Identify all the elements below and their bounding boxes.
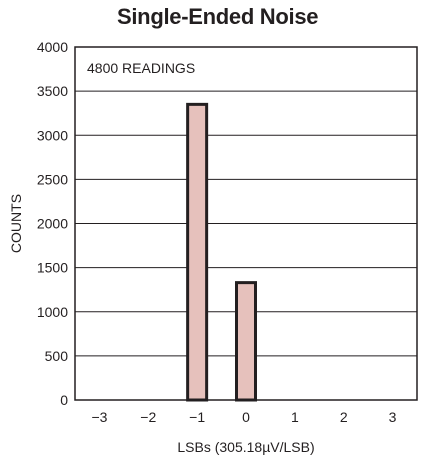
x-tick-label: 0	[242, 409, 250, 425]
x-tick-label: −2	[140, 409, 156, 425]
x-tick-label: −1	[189, 409, 205, 425]
bar	[235, 281, 257, 402]
x-tick-label: 3	[389, 409, 397, 425]
y-tick-label: 0	[60, 392, 68, 408]
x-tick-label: 1	[291, 409, 299, 425]
readings-annotation: 4800 READINGS	[87, 60, 195, 76]
x-axis-ticks: −3 −2 −1 0 1 2 3	[91, 409, 396, 425]
x-tick-label: 2	[340, 409, 348, 425]
y-axis-ticks: 0 500 1000 1500 2000 2500 3000 3500 4000	[37, 39, 68, 408]
y-tick-label: 3500	[37, 83, 68, 99]
y-tick-label: 2500	[37, 171, 68, 187]
bar	[186, 102, 209, 402]
plot-frame	[74, 46, 418, 401]
y-axis-title: COUNTS	[8, 194, 24, 253]
y-tick-label: 4000	[37, 39, 68, 55]
chart-title: Single-Ended Noise	[117, 4, 319, 29]
y-tick-label: 1000	[37, 304, 68, 320]
x-tick-label: −3	[91, 409, 107, 425]
y-tick-label: 1500	[37, 260, 68, 276]
x-axis-title: LSBs (305.18µV/LSB)	[177, 439, 314, 455]
y-tick-label: 2000	[37, 216, 68, 232]
y-tick-label: 3000	[37, 127, 68, 143]
y-tick-label: 500	[45, 348, 69, 364]
